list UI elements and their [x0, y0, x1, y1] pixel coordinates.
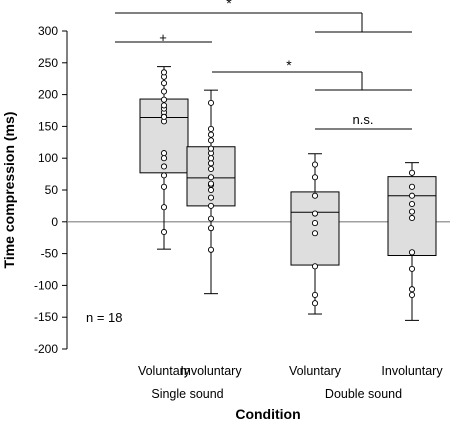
data-point	[408, 192, 416, 199]
category-label: Involuntary	[180, 364, 242, 378]
y-tick-label: 50	[45, 183, 59, 197]
data-point	[207, 186, 215, 194]
data-point	[311, 220, 319, 227]
data-point	[311, 300, 319, 307]
y-tick-label: 100	[38, 151, 58, 165]
data-point	[207, 99, 215, 106]
data-point	[207, 174, 215, 181]
data-point	[207, 145, 215, 152]
y-tick-label: -100	[34, 278, 58, 292]
sig-label-3: *	[286, 57, 292, 73]
data-point	[311, 263, 319, 270]
y-tick-label: -50	[41, 247, 59, 261]
data-point	[311, 174, 319, 181]
data-point	[207, 246, 215, 253]
sig-label-1: *	[226, 0, 232, 11]
data-point	[160, 155, 168, 162]
iqr-box	[290, 191, 340, 266]
data-point	[408, 291, 416, 298]
data-point	[207, 125, 215, 132]
data-point	[207, 194, 215, 201]
box-3	[290, 153, 340, 315]
box-4	[387, 162, 437, 321]
data-point	[408, 208, 416, 215]
data-point	[160, 183, 168, 190]
data-point	[160, 113, 168, 120]
data-point	[160, 228, 168, 236]
y-tick-label: 200	[38, 88, 58, 102]
data-point	[160, 204, 168, 211]
group-label: Double sound	[325, 387, 402, 401]
data-point	[160, 80, 168, 87]
data-point	[311, 192, 319, 199]
data-point	[207, 202, 215, 209]
data-point	[408, 265, 416, 272]
data-point	[311, 161, 319, 168]
significance-layer: * + * n.s.	[115, 0, 412, 130]
y-tick-label: 150	[38, 119, 58, 133]
data-point	[207, 160, 215, 167]
data-point	[408, 286, 416, 293]
data-point	[160, 102, 168, 109]
data-point	[408, 214, 416, 222]
boxes-layer	[139, 66, 437, 321]
category-label: Voluntary	[289, 364, 342, 378]
data-point	[207, 137, 215, 144]
y-tick-label: 0	[51, 215, 58, 229]
y-axis-title: Time compression (ms)	[1, 112, 17, 269]
y-tick-label: 300	[38, 24, 58, 38]
data-point	[408, 249, 416, 256]
data-point	[311, 291, 319, 298]
data-point	[207, 155, 215, 162]
box-2	[186, 89, 236, 295]
data-point	[160, 96, 168, 103]
data-point	[160, 163, 168, 170]
sig-label-2: +	[159, 30, 167, 45]
data-point	[408, 169, 416, 176]
data-point	[311, 230, 319, 237]
y-tick-label: -200	[34, 342, 58, 356]
data-point	[408, 200, 416, 208]
n-annotation: n = 18	[86, 310, 123, 325]
y-tick-label: 250	[38, 56, 58, 70]
sig-label-4: n.s.	[353, 112, 374, 127]
box-1	[139, 66, 189, 250]
y-tick-label: -150	[34, 310, 58, 324]
data-point	[207, 225, 215, 232]
data-point	[311, 210, 319, 217]
data-point	[207, 180, 215, 187]
data-point	[160, 172, 168, 179]
data-point	[160, 69, 168, 76]
data-point	[207, 131, 215, 138]
x-axis-title: Condition	[235, 406, 300, 422]
data-point	[207, 165, 215, 173]
data-point	[160, 88, 168, 95]
category-label: Voluntary	[138, 364, 191, 378]
data-point	[160, 150, 168, 157]
data-point	[408, 183, 416, 190]
category-label: Involuntary	[381, 364, 443, 378]
group-label: Single sound	[151, 387, 223, 401]
data-point	[207, 215, 215, 222]
y-ticks: -200 -150 -100 -50 0 50 100 150 200 250 300	[34, 24, 67, 356]
